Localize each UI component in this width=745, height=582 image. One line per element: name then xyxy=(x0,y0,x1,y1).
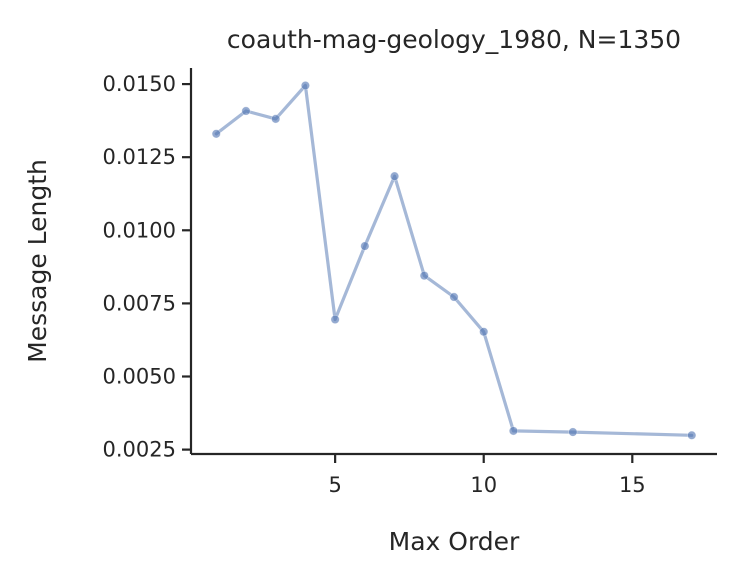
data-point xyxy=(479,327,489,337)
series-group xyxy=(211,81,697,440)
data-point xyxy=(360,241,370,251)
x-tick-label: 15 xyxy=(619,473,646,497)
y-tick-label: 0.0025 xyxy=(103,438,176,462)
x-tick-label: 5 xyxy=(328,473,341,497)
y-tick-label: 0.0050 xyxy=(103,365,176,389)
y-axis-label: Message Length xyxy=(23,159,52,363)
y-tick-label: 0.0125 xyxy=(103,145,176,169)
data-point xyxy=(300,81,310,91)
data-point xyxy=(211,129,221,139)
data-point xyxy=(568,427,578,437)
chart-title: coauth-mag-geology_1980, N=1350 xyxy=(227,25,681,54)
data-point xyxy=(508,426,518,436)
y-tick-label: 0.0150 xyxy=(103,72,176,96)
series-line xyxy=(214,83,694,437)
y-tick-label: 0.0100 xyxy=(103,218,176,242)
data-point xyxy=(419,271,429,281)
y-ticks: 0.0025 0.0050 0.0075 0.0100 0.0125 0.0150 xyxy=(103,72,191,462)
data-point xyxy=(241,106,251,116)
data-point xyxy=(330,314,340,324)
x-ticks: 5 10 15 xyxy=(328,454,646,497)
data-point xyxy=(449,292,459,302)
data-point xyxy=(271,114,281,124)
y-tick-label: 0.0075 xyxy=(103,291,176,315)
x-tick-label: 10 xyxy=(470,473,497,497)
data-point xyxy=(687,430,697,440)
x-axis-label: Max Order xyxy=(389,527,520,556)
data-point xyxy=(390,171,400,181)
